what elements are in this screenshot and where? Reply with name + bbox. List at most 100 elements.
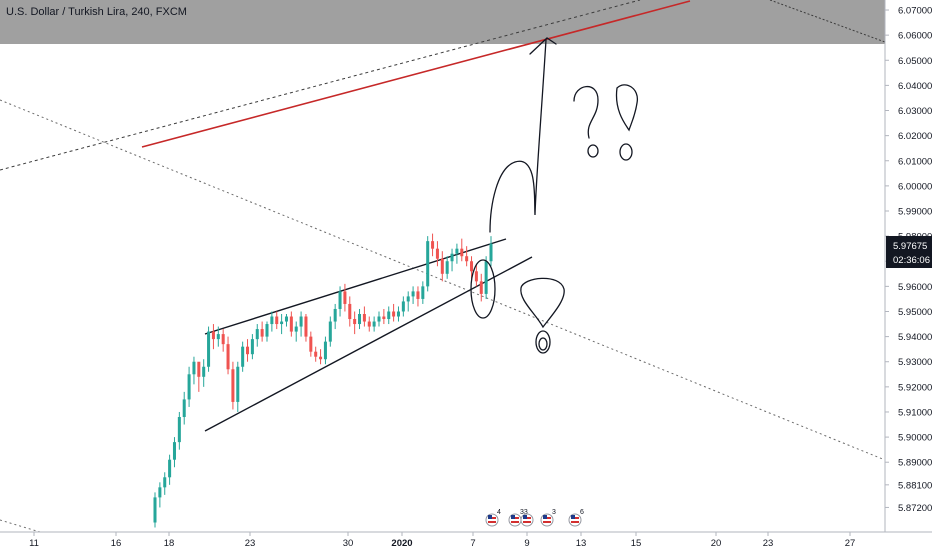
candle[interactable] [197,361,201,392]
candle[interactable] [455,243,459,264]
candle-body [172,442,176,460]
candle[interactable] [250,334,254,360]
candle[interactable] [270,311,274,332]
candle[interactable] [226,336,230,375]
candle[interactable] [328,316,332,347]
candle[interactable] [280,314,284,335]
event-flag[interactable]: 6 [568,509,584,527]
candle[interactable] [348,296,352,327]
candle[interactable] [416,286,420,307]
candle[interactable] [465,246,469,267]
time-axis-background[interactable] [0,532,932,550]
candle-body [319,356,323,360]
candle[interactable] [241,341,245,372]
candle[interactable] [284,314,288,327]
candle[interactable] [387,306,391,325]
price-tick-label: 5.95000 [898,307,932,318]
candle[interactable] [202,359,206,387]
candle[interactable] [314,346,318,362]
candle[interactable] [479,273,483,302]
event-flag[interactable]: 3 [540,509,556,527]
candle[interactable] [187,366,191,407]
candle[interactable] [474,263,478,287]
red-target-line[interactable] [141,0,691,148]
candle-body [216,334,220,340]
candle[interactable] [333,303,337,330]
candle[interactable] [411,286,415,304]
time-tick-label: 15 [631,538,642,549]
candle[interactable] [177,411,181,450]
candle[interactable] [445,256,449,279]
candle-body [421,286,425,299]
candle[interactable] [362,306,366,327]
candle[interactable] [450,248,454,272]
candle[interactable] [294,321,298,342]
event-count: 4 [497,509,501,516]
wedge-upper-line[interactable] [204,238,507,335]
candle[interactable] [338,286,342,317]
candle-body [168,459,172,478]
candle[interactable] [382,308,386,325]
candle[interactable] [401,296,405,317]
event-flag[interactable] [520,513,534,527]
candle[interactable] [377,311,381,327]
candle-body [294,326,298,332]
candle[interactable] [275,311,279,330]
resistance-zone[interactable] [0,0,885,44]
candle[interactable] [221,329,225,352]
candle[interactable] [265,321,269,342]
descending-dotted-trendline[interactable] [0,99,886,461]
candle[interactable] [236,361,240,412]
descending-dotted-line-lower[interactable] [0,519,41,533]
candle[interactable] [304,314,308,342]
ascending-dashed-trendline[interactable] [0,0,641,171]
candle[interactable] [192,356,196,385]
candle[interactable] [406,291,410,312]
candle[interactable] [255,324,259,347]
candle[interactable] [396,306,400,322]
price-axis-ticks: 5.87200 5.88100 5.89000 5.90000 5.91000 5.920… [885,6,932,514]
descending-dotted-line-topright[interactable] [769,0,886,43]
candle[interactable] [392,303,396,322]
candle[interactable] [309,331,313,357]
candle[interactable] [460,238,464,262]
candle[interactable] [323,336,327,365]
candle-body [392,311,396,317]
candle[interactable] [358,308,362,330]
candle[interactable] [484,256,488,299]
candle[interactable] [211,324,215,350]
candle[interactable] [216,326,220,347]
candle[interactable] [343,283,347,312]
candle[interactable] [319,349,323,365]
candle[interactable] [260,321,264,342]
candle[interactable] [470,256,474,279]
event-flag[interactable]: 4 [485,509,501,527]
candle-body [455,248,459,254]
candle[interactable] [231,361,235,410]
candle[interactable] [168,454,172,485]
candle[interactable] [431,233,435,257]
candle[interactable] [207,326,211,372]
candle[interactable] [246,339,250,362]
question-mark-dot [587,144,599,158]
candle[interactable] [158,482,162,508]
candle[interactable] [372,316,376,332]
candle[interactable] [435,241,439,267]
candle[interactable] [440,251,444,282]
candle[interactable] [163,472,167,495]
candle[interactable] [182,391,186,425]
economic-events[interactable]: 4 33 3 6 [485,509,584,527]
candle[interactable] [353,311,357,335]
price-tick-label: 5.90000 [898,433,932,444]
candle[interactable] [421,281,425,304]
candle[interactable] [299,311,303,337]
candle[interactable] [153,492,157,528]
candle[interactable] [367,316,371,332]
candle[interactable] [426,236,430,292]
candle[interactable] [489,236,493,267]
candle-body [153,497,157,523]
candle[interactable] [172,437,176,468]
candle[interactable] [289,311,293,337]
wedge-lower-line[interactable] [204,256,533,432]
